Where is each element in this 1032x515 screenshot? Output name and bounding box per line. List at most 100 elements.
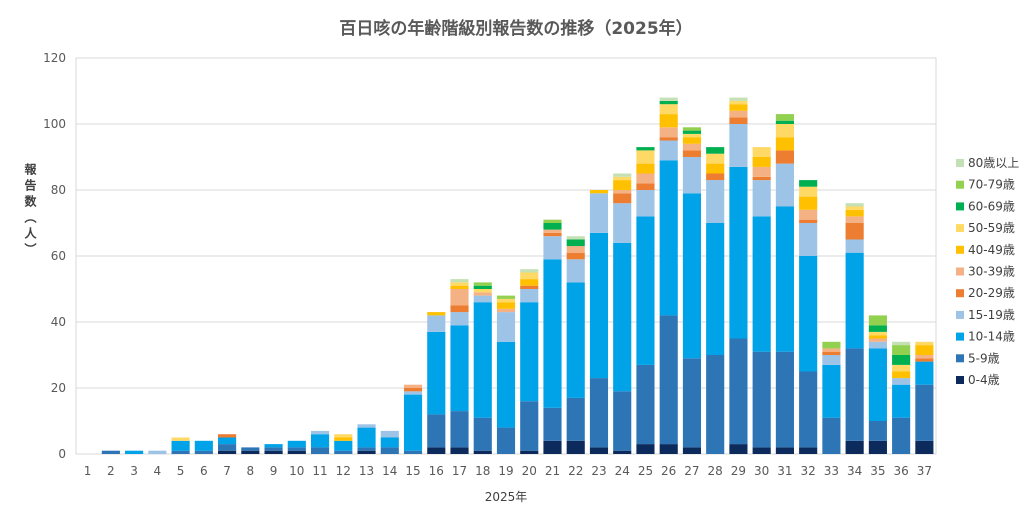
bar-segment: [264, 444, 283, 448]
bar-segment: [706, 355, 725, 454]
bar-segment: [822, 364, 841, 418]
bar-segment: [543, 440, 562, 454]
bar-segment: [822, 355, 841, 365]
bar-segment: [845, 203, 864, 207]
bar-segment: [892, 355, 911, 365]
bar-segment: [473, 289, 492, 293]
bar-segment: [868, 421, 887, 441]
bar-segment: [892, 417, 911, 454]
bar-segment: [427, 414, 446, 448]
legend-swatch: [956, 289, 964, 298]
bar-segment: [450, 325, 469, 412]
x-tick-label: 25: [638, 464, 653, 478]
bar-segment: [845, 216, 864, 223]
bar-segment: [915, 358, 934, 362]
bar-segment: [543, 407, 562, 441]
legend-label: 30-39歳: [968, 265, 1015, 279]
bar-segment: [520, 450, 539, 454]
legend-label: 0-4歳: [968, 373, 1000, 387]
legend-swatch: [956, 332, 964, 341]
legend-swatch: [956, 180, 964, 189]
bar-segment: [636, 364, 655, 445]
bar-segment: [613, 173, 632, 177]
bar-segment: [427, 331, 446, 415]
bar-segment: [845, 206, 864, 210]
bar-segment: [799, 180, 818, 187]
bar-segment: [357, 447, 376, 451]
bar-segment: [799, 196, 818, 210]
bar-segment: [915, 341, 934, 346]
bar-segment: [868, 331, 887, 336]
bar-segment: [799, 186, 818, 197]
y-tick-label: 80: [51, 183, 66, 197]
bar-segment: [682, 127, 702, 131]
bar-segment: [915, 361, 934, 385]
x-tick-label: 32: [801, 464, 816, 478]
bar-segment: [194, 450, 213, 454]
bar-segment: [496, 295, 516, 299]
bar-segment: [799, 223, 818, 256]
legend-swatch: [956, 354, 964, 363]
x-tick-label: 19: [498, 464, 513, 478]
legend-swatch: [956, 159, 964, 167]
x-tick-label: 12: [336, 464, 351, 478]
bar-segment: [659, 444, 678, 454]
bar-segment: [659, 160, 678, 316]
bar-segment: [473, 295, 492, 303]
bar-segment: [566, 440, 585, 454]
bar-segment: [752, 180, 771, 217]
bar-segment: [566, 397, 585, 441]
y-tick-label: 40: [51, 315, 66, 329]
bar-segment: [868, 335, 887, 339]
x-tick-label: 23: [591, 464, 606, 478]
bar-segment: [775, 351, 794, 448]
bar-segment: [868, 325, 887, 332]
x-tick-label: 13: [359, 464, 374, 478]
bar-segment: [566, 282, 585, 398]
bar-segment: [450, 289, 469, 306]
bar-segment: [380, 437, 399, 448]
bar-segment: [799, 447, 818, 454]
bar-segment: [868, 440, 887, 454]
bar-segment: [520, 272, 539, 280]
x-tick-label: 35: [870, 464, 885, 478]
bar-segment: [729, 110, 748, 118]
bar-segment: [566, 252, 585, 260]
bar-segment: [682, 143, 702, 151]
bar-segment: [682, 447, 702, 454]
bar-segment: [520, 401, 539, 451]
bar-segment: [403, 384, 423, 388]
bar-segment: [450, 282, 469, 286]
bars: [101, 97, 934, 454]
bar-segment: [450, 312, 469, 326]
bar-segment: [682, 358, 702, 448]
bar-segment: [287, 447, 306, 451]
bar-segment: [636, 147, 655, 151]
bar-segment: [775, 447, 794, 454]
bar-segment: [520, 279, 539, 286]
x-tick-label: 15: [405, 464, 420, 478]
x-axis-ticks: 1 2 3 4 5 6 7 8 9 10 11 12 13 14 15 16 17 18 19 20 21 22 23 24 2…: [84, 464, 932, 478]
bar-segment: [682, 137, 702, 144]
bar-segment: [892, 364, 911, 372]
x-tick-label: 18: [475, 464, 490, 478]
bar-segment: [520, 285, 539, 289]
bar-segment: [682, 193, 702, 359]
y-tick-label: 100: [43, 117, 66, 131]
bar-segment: [636, 173, 655, 184]
bar-segment: [450, 305, 469, 313]
bar-segment: [241, 447, 260, 451]
bar-segment: [752, 157, 771, 167]
bar-segment: [775, 163, 794, 207]
bar-segment: [822, 417, 841, 454]
bar-segment: [357, 424, 376, 428]
bar-segment: [868, 338, 887, 342]
bar-segment: [845, 252, 864, 349]
bar-segment: [450, 279, 469, 283]
legend-swatch: [956, 224, 964, 233]
bar-segment: [334, 434, 353, 438]
bar-segment: [729, 97, 748, 101]
bar-segment: [799, 256, 818, 372]
legend-swatch: [956, 310, 964, 319]
